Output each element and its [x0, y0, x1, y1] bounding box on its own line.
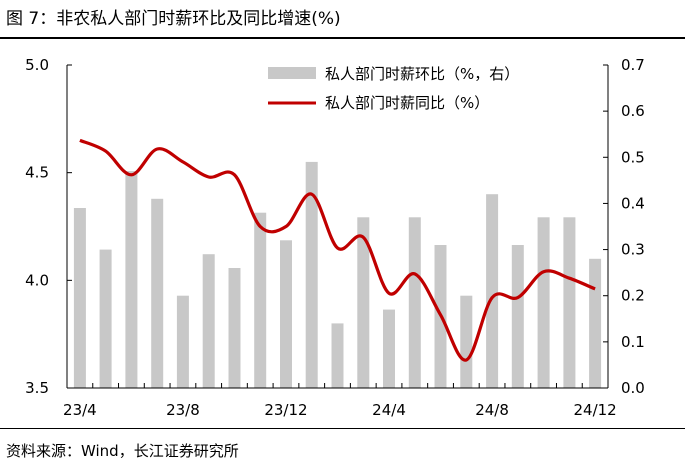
bar-24/9 [511, 245, 524, 388]
x-tick-label: 23/8 [166, 401, 200, 419]
bar-23/4 [73, 208, 86, 388]
legend-label-bar: 私人部门时薪环比（%，右） [325, 65, 519, 83]
bar-24/10 [537, 217, 550, 388]
right-tick-label: 0.6 [621, 102, 645, 120]
bar-24/8 [486, 194, 499, 388]
bar-24/4 [383, 309, 395, 388]
bar-23/6 [125, 171, 138, 388]
source-note: 资料来源：Wind，长江证券研究所 [6, 442, 239, 460]
right-tick-label: 0.5 [621, 148, 645, 166]
bar-23/8 [176, 295, 189, 388]
right-tick-label: 0.0 [621, 379, 645, 397]
right-tick-label: 0.2 [621, 287, 645, 305]
bottom-rule [0, 428, 685, 429]
right-tick-label: 0.7 [621, 56, 645, 74]
legend-swatch-bar [268, 67, 316, 79]
bar-24/3 [357, 217, 370, 388]
bar-23/11 [254, 212, 267, 388]
x-tick-label: 24/8 [475, 401, 509, 419]
x-tick-label: 24/4 [372, 401, 406, 419]
combo-chart: 3.5 4.0 4.5 5.0 0.0 0.1 0.2 0.3 0.4 0.5 0.6 0.7 23/4… [25, 56, 645, 419]
line-series [79, 138, 596, 362]
left-tick-label: 5.0 [25, 56, 49, 74]
right-tick-label: 0.3 [621, 241, 645, 259]
x-tick-label: 24/12 [574, 401, 617, 419]
top-rule [0, 37, 685, 39]
left-tick-label: 3.5 [25, 379, 49, 397]
bar-24/7 [460, 295, 473, 388]
right-tick-label: 0.4 [621, 194, 645, 212]
chart-title: 图 7：非农私人部门时薪环比及同比增速(%) [6, 9, 341, 29]
legend-label-line: 私人部门时薪同比（%） [325, 94, 489, 112]
bar-24/5 [408, 217, 421, 388]
bar-24/2 [331, 323, 344, 388]
bar-series [73, 161, 602, 388]
bar-23/10 [228, 268, 241, 388]
x-tick-label: 23/12 [264, 401, 307, 419]
bar-24/11 [563, 217, 576, 388]
left-tick-label: 4.5 [25, 164, 49, 182]
bar-23/9 [202, 254, 215, 388]
x-tick-label: 23/4 [63, 401, 97, 419]
bar-23/12 [280, 240, 292, 388]
bar-23/5 [99, 249, 112, 388]
bar-23/7 [151, 198, 164, 388]
left-tick-label: 4.0 [25, 271, 49, 289]
yoy-line [79, 138, 596, 362]
bar-24/1 [305, 161, 318, 388]
bar-24/12 [589, 258, 602, 388]
axes: 3.5 4.0 4.5 5.0 0.0 0.1 0.2 0.3 0.4 0.5 0.6 0.7 23/4… [25, 56, 645, 419]
right-tick-label: 0.1 [621, 333, 645, 351]
legend: 私人部门时薪环比（%，右） 私人部门时薪同比（%） [268, 65, 519, 112]
